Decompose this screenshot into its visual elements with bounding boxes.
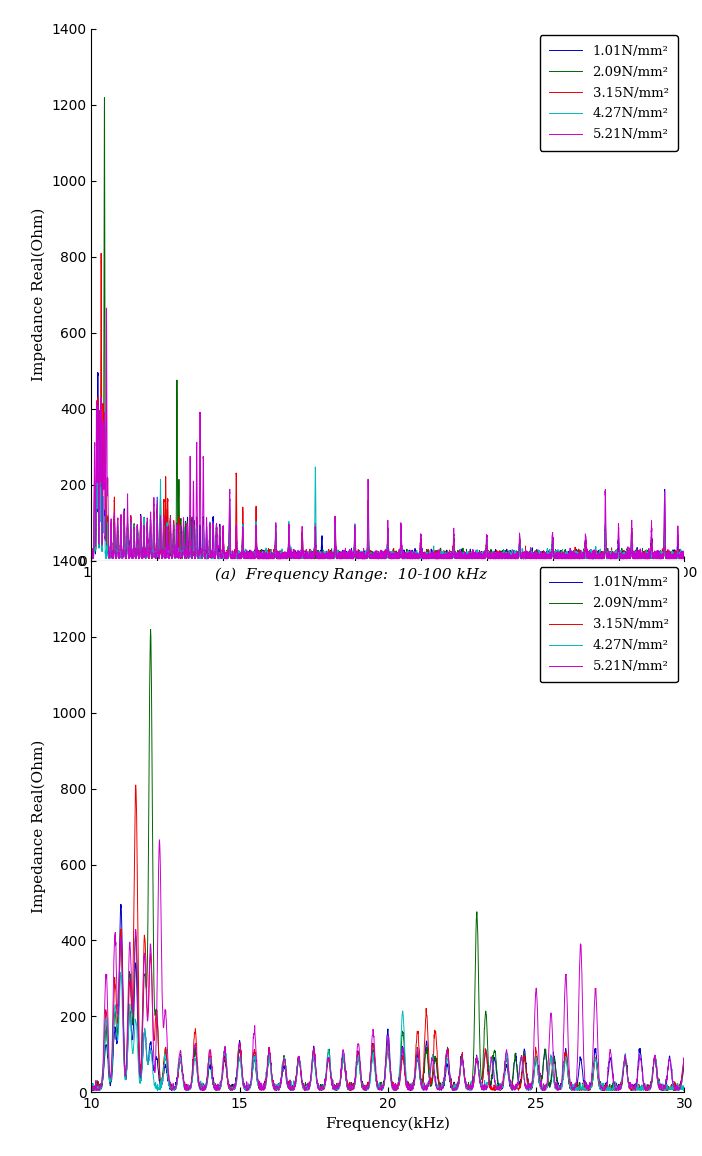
3.15N/mm² xyxy=(458,546,467,560)
Line: 2.09N/mm²: 2.09N/mm² xyxy=(91,629,702,1090)
5.21N/mm² xyxy=(256,551,265,565)
4.27N/mm² xyxy=(87,1082,95,1096)
2.09N/mm² xyxy=(670,551,679,565)
4.27N/mm² xyxy=(240,1081,249,1095)
1.01N/mm² xyxy=(458,550,467,564)
Line: 5.21N/mm²: 5.21N/mm² xyxy=(91,309,684,558)
4.27N/mm² xyxy=(117,965,125,979)
5.21N/mm² xyxy=(102,302,111,316)
Line: 2.09N/mm²: 2.09N/mm² xyxy=(91,97,684,558)
1.01N/mm² xyxy=(680,551,689,565)
Line: 3.15N/mm²: 3.15N/mm² xyxy=(91,785,702,1090)
3.15N/mm² xyxy=(670,544,679,558)
1.01N/mm² xyxy=(240,1079,249,1092)
Line: 5.21N/mm²: 5.21N/mm² xyxy=(91,840,702,1090)
4.27N/mm² xyxy=(670,550,679,564)
4.27N/mm² xyxy=(87,550,95,564)
4.27N/mm² xyxy=(458,549,467,563)
Line: 3.15N/mm²: 3.15N/mm² xyxy=(91,253,684,558)
3.15N/mm² xyxy=(87,1080,95,1094)
5.21N/mm² xyxy=(450,536,458,550)
Line: 4.27N/mm²: 4.27N/mm² xyxy=(91,972,702,1090)
3.15N/mm² xyxy=(555,546,564,560)
Line: 1.01N/mm²: 1.01N/mm² xyxy=(91,904,702,1090)
5.21N/mm² xyxy=(680,550,689,564)
4.27N/mm² xyxy=(555,549,564,563)
1.01N/mm² xyxy=(670,550,679,564)
5.21N/mm² xyxy=(121,544,129,558)
3.15N/mm² xyxy=(131,778,140,792)
2.09N/mm² xyxy=(458,549,467,563)
Line: 1.01N/mm²: 1.01N/mm² xyxy=(91,372,684,558)
1.01N/mm² xyxy=(93,365,102,379)
5.21N/mm² xyxy=(240,1076,249,1090)
1.01N/mm² xyxy=(121,547,129,561)
2.09N/mm² xyxy=(240,1082,249,1096)
2.09N/mm² xyxy=(246,551,254,565)
1.01N/mm² xyxy=(450,538,458,551)
2.09N/mm² xyxy=(87,1081,95,1095)
X-axis label: Frequency(kHz): Frequency(kHz) xyxy=(325,1117,451,1132)
1.01N/mm² xyxy=(246,551,254,565)
3.15N/mm² xyxy=(246,549,254,563)
3.15N/mm² xyxy=(240,1081,249,1095)
4.27N/mm² xyxy=(680,550,689,564)
Y-axis label: Impedance Real(Ohm): Impedance Real(Ohm) xyxy=(32,208,46,381)
Line: 4.27N/mm²: 4.27N/mm² xyxy=(91,440,684,558)
3.15N/mm² xyxy=(97,246,105,260)
4.27N/mm² xyxy=(246,551,254,565)
Y-axis label: Impedance Real(Ohm): Impedance Real(Ohm) xyxy=(32,740,46,913)
2.09N/mm² xyxy=(555,548,564,562)
2.09N/mm² xyxy=(680,550,689,564)
Text: (a)  Frequency Range:  10-100 kHz: (a) Frequency Range: 10-100 kHz xyxy=(215,568,487,581)
5.21N/mm² xyxy=(155,833,164,847)
3.15N/mm² xyxy=(419,551,428,565)
4.27N/mm² xyxy=(635,551,644,565)
5.21N/mm² xyxy=(555,549,564,563)
1.01N/mm² xyxy=(555,548,564,562)
2.09N/mm² xyxy=(147,622,155,636)
Legend: 1.01N/mm², 2.09N/mm², 3.15N/mm², 4.27N/mm², 5.21N/mm²: 1.01N/mm², 2.09N/mm², 3.15N/mm², 4.27N/m… xyxy=(540,568,678,682)
4.27N/mm² xyxy=(450,541,458,555)
5.21N/mm² xyxy=(87,547,95,561)
3.15N/mm² xyxy=(87,548,95,562)
2.09N/mm² xyxy=(100,90,109,104)
Legend: 1.01N/mm², 2.09N/mm², 3.15N/mm², 4.27N/mm², 5.21N/mm²: 1.01N/mm², 2.09N/mm², 3.15N/mm², 4.27N/m… xyxy=(540,36,678,150)
4.27N/mm² xyxy=(121,549,129,563)
1.01N/mm² xyxy=(87,1080,95,1094)
3.15N/mm² xyxy=(680,548,689,562)
3.15N/mm² xyxy=(121,549,129,563)
1.01N/mm² xyxy=(522,551,530,565)
5.21N/mm² xyxy=(246,547,254,561)
2.09N/mm² xyxy=(121,550,129,564)
2.09N/mm² xyxy=(505,551,513,565)
2.09N/mm² xyxy=(87,549,95,563)
5.21N/mm² xyxy=(458,549,467,563)
3.15N/mm² xyxy=(450,540,458,554)
4.27N/mm² xyxy=(93,434,102,447)
5.21N/mm² xyxy=(670,546,679,560)
5.21N/mm² xyxy=(87,1079,95,1092)
1.01N/mm² xyxy=(117,897,125,911)
2.09N/mm² xyxy=(450,540,458,554)
1.01N/mm² xyxy=(87,548,95,562)
X-axis label: Frequency(kHz): Frequency(kHz) xyxy=(325,585,451,600)
